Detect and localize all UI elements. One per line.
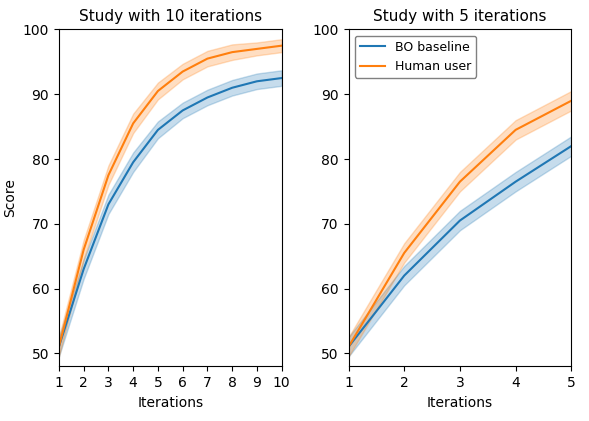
Human user [512,127,519,132]
Y-axis label: Score: Score [4,179,17,217]
X-axis label: Iterations: Iterations [137,396,203,410]
X-axis label: Iterations: Iterations [427,396,493,410]
Legend: BO baseline, Human user: BO baseline, Human user [355,36,476,78]
BO baseline [345,344,352,349]
Line: Human user: Human user [349,101,571,347]
Human user [456,179,464,184]
Title: Study with 10 iterations: Study with 10 iterations [79,9,262,24]
Human user [568,98,575,103]
Human user [345,344,352,349]
Human user [401,250,408,256]
Title: Study with 5 iterations: Study with 5 iterations [373,9,547,24]
BO baseline [401,273,408,278]
BO baseline [512,179,519,184]
BO baseline [456,218,464,223]
Line: BO baseline: BO baseline [349,146,571,347]
BO baseline [568,144,575,149]
